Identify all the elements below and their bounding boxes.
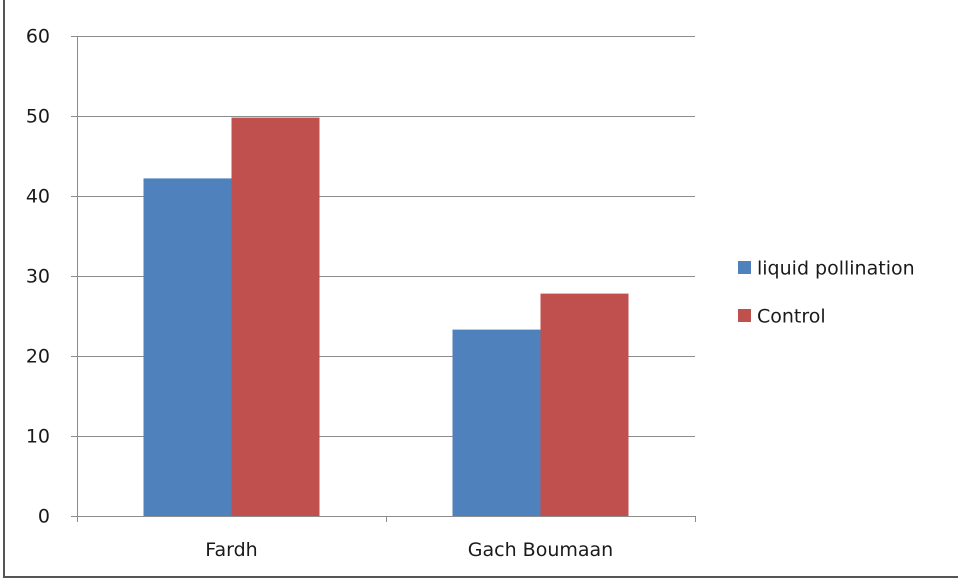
bar-control-fardh (231, 117, 320, 516)
y-tick-label: 30 (26, 266, 50, 288)
y-tick-labels: 0 10 20 30 40 50 60 (26, 26, 50, 528)
axes (71, 36, 696, 522)
bar-control-gach-boumaan (540, 293, 629, 516)
legend-label: Control (757, 306, 826, 328)
bar-liquid-pollination-fardh (143, 178, 232, 516)
x-tick-label: Fardh (205, 539, 257, 561)
y-tick-label: 10 (26, 426, 50, 448)
y-tick-label: 40 (26, 186, 50, 208)
legend-swatch (738, 309, 751, 322)
chart-border (3, 0, 958, 578)
bar-liquid-pollination-gach-boumaan (452, 329, 541, 516)
y-tick-label: 0 (38, 506, 50, 528)
y-tick-label: 20 (26, 346, 50, 368)
x-tick-label: Gach Boumaan (468, 539, 613, 561)
legend-swatch (738, 261, 751, 274)
legend: liquid pollination Control (738, 258, 915, 328)
bars (143, 117, 629, 516)
y-tick-label: 60 (26, 26, 50, 48)
y-tick-label: 50 (26, 106, 50, 128)
legend-label: liquid pollination (757, 258, 915, 280)
x-tick-labels: Fardh Gach Boumaan (205, 539, 613, 561)
